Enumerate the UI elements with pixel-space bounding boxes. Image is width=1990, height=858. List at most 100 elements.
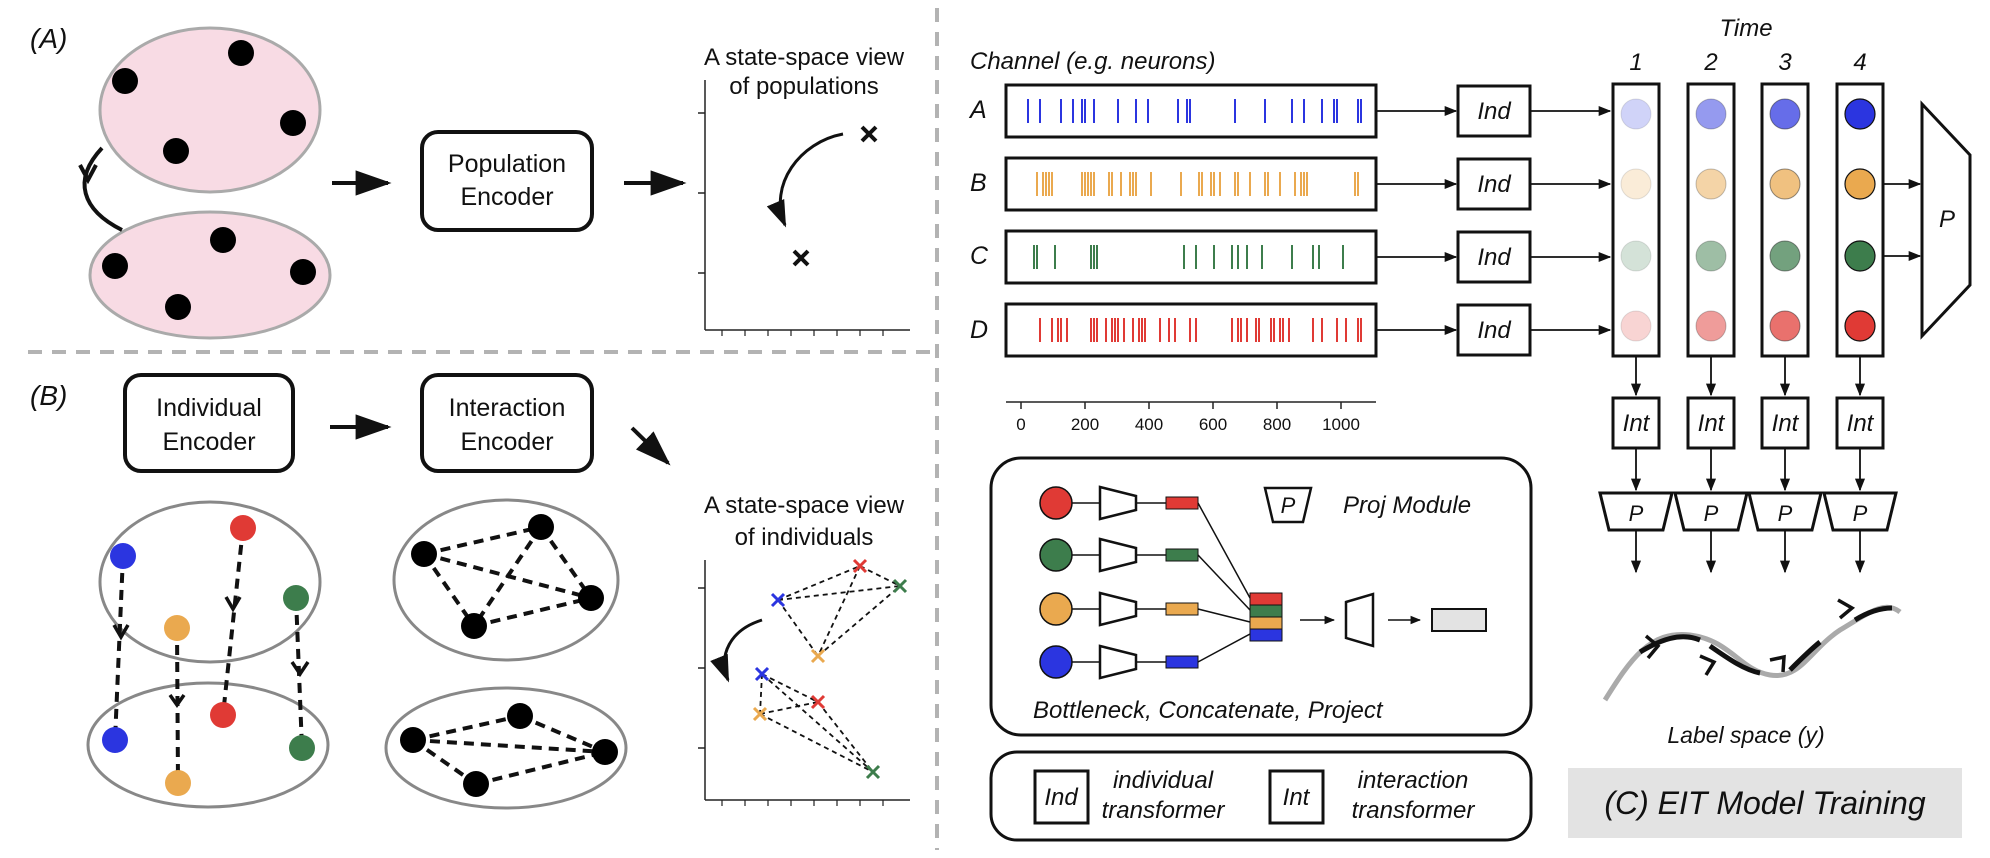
interaction-encoder-label-1: Interaction: [449, 394, 566, 422]
neuron-dot: [461, 613, 487, 639]
neuron-dot-blue: [102, 727, 128, 753]
ind-label-c: Ind: [1477, 244, 1511, 271]
neuron-dot: [163, 138, 189, 164]
time-column-1: [1611, 82, 1661, 358]
individual-plot-title-2: of individuals: [735, 524, 874, 551]
population-plot-title-2: of populations: [729, 73, 878, 100]
int-label-3: Int: [1772, 410, 1800, 437]
projection-module-large: [1920, 100, 1972, 340]
label-space-caption: Label space (y): [1667, 722, 1824, 748]
int-label-4: Int: [1847, 410, 1875, 437]
neuron-dot: [290, 259, 316, 285]
individual-state-space-plot: [698, 558, 910, 806]
time-column-2: [1686, 82, 1736, 358]
label-space-curve: [1602, 598, 1902, 702]
individual-encoder-box: [123, 373, 295, 473]
state-marker-start: [860, 125, 878, 143]
channel-c-label: C: [970, 242, 989, 270]
population-cluster-bottom: [88, 210, 332, 340]
individual-trajectory: [113, 555, 125, 741]
ind-label-d: Ind: [1477, 317, 1511, 344]
channel-a-label: A: [968, 96, 987, 124]
interaction-cluster-top: [392, 498, 620, 662]
legend-ind-desc-2: transformer: [1102, 797, 1226, 824]
panel-b-tag: (B): [30, 380, 67, 411]
int-label-1: Int: [1623, 410, 1651, 437]
interaction-cluster-bottom: [384, 686, 628, 810]
ind-box-a: [1456, 84, 1532, 138]
channel-b-label: B: [970, 169, 987, 197]
time-label: Time: [1719, 15, 1772, 42]
interaction-encoder-box: [420, 373, 594, 473]
int-p-stack-2: Int P: [1673, 356, 1749, 574]
proj-module-legend-icon: [1263, 486, 1313, 524]
individual-cluster-top: [98, 500, 322, 664]
neuron-dot: [228, 40, 254, 66]
axis-tick-600: 600: [1199, 415, 1227, 434]
ind-label-a: Ind: [1477, 98, 1511, 125]
time-step-4: 4: [1853, 49, 1866, 76]
population-encoder-label-2: Encoder: [460, 183, 553, 211]
spike-time-axis: 0 200 400 600 800 1000: [1006, 401, 1376, 434]
neuron-dot: [463, 771, 489, 797]
channel-title: Channel (e.g. neurons): [970, 48, 1215, 75]
legend-ind-box: [1033, 769, 1090, 825]
panel-c-banner-text: (C) EIT Model Training: [1604, 785, 1925, 821]
axis-tick-0: 0: [1016, 415, 1025, 434]
interaction-encoder-label-2: Encoder: [460, 428, 553, 456]
individual-plot-title-1: A state-space view: [704, 492, 905, 519]
population-cluster-top: [98, 26, 322, 194]
neuron-dot: [102, 253, 128, 279]
axis-tick-800: 800: [1263, 415, 1291, 434]
transformer-legend-box: [989, 750, 1533, 842]
legend-ind-label: Ind: [1044, 784, 1078, 811]
panel-a-tag: (A): [30, 23, 67, 54]
neuron-dot-orange: [164, 615, 190, 641]
p-label-3: P: [1778, 501, 1793, 526]
time-column-4: [1835, 82, 1885, 358]
individual-trajectory: [221, 527, 245, 716]
individual-encoder-label-1: Individual: [156, 394, 262, 422]
individual-encoder-label-2: Encoder: [162, 428, 255, 456]
legend-int-box: [1268, 769, 1325, 825]
axis-tick-200: 200: [1071, 415, 1099, 434]
population-encoder-label-1: Population: [448, 150, 566, 178]
neuron-dot: [280, 110, 306, 136]
legend-int-desc-2: transformer: [1352, 797, 1476, 824]
time-step-2: 2: [1703, 49, 1717, 76]
int-p-stack-1: Int P: [1598, 356, 1674, 574]
proj-module-legend-p: P: [1281, 493, 1296, 518]
neuron-dot-red: [210, 702, 236, 728]
int-p-stack-4: Int P: [1822, 356, 1898, 574]
panel-b: (B) Individual Encoder Interaction Encod…: [30, 373, 910, 810]
panel-c-banner: [1568, 768, 1962, 838]
axis-tick-400: 400: [1135, 415, 1163, 434]
transition-arrowhead: [78, 164, 98, 185]
int-p-stack-3: Int P: [1747, 356, 1823, 574]
population-transition-curve: [82, 146, 123, 232]
projection-large-label: P: [1939, 206, 1955, 233]
panel-a: (A) Population Encoder A state-space vie…: [30, 23, 910, 340]
bottleneck-caption: Bottleneck, Concatenate, Project: [1033, 697, 1384, 724]
channel-d-label: D: [970, 316, 988, 344]
p-label-1: P: [1629, 501, 1644, 526]
neuron-dot: [507, 703, 533, 729]
neuron-dot: [411, 541, 437, 567]
interaction-edges-top: [422, 525, 593, 628]
p-label-4: P: [1853, 501, 1868, 526]
axis-tick-1000: 1000: [1322, 415, 1360, 434]
neuron-dot-green: [289, 735, 315, 761]
neuron-dot: [592, 739, 618, 765]
time-step-1: 1: [1629, 49, 1642, 76]
ind-label-b: Ind: [1477, 171, 1511, 198]
spike-marks: [1027, 99, 1362, 342]
interaction-edges-bottom: [411, 714, 606, 786]
population-encoder-box: [420, 130, 594, 232]
neuron-dot-green: [283, 585, 309, 611]
state-trajectory-arrow: [766, 132, 844, 228]
int-label-2: Int: [1698, 410, 1726, 437]
legend-int-desc-1: interaction: [1358, 767, 1469, 794]
spike-train-b: [1004, 156, 1378, 212]
neuron-dot: [165, 294, 191, 320]
